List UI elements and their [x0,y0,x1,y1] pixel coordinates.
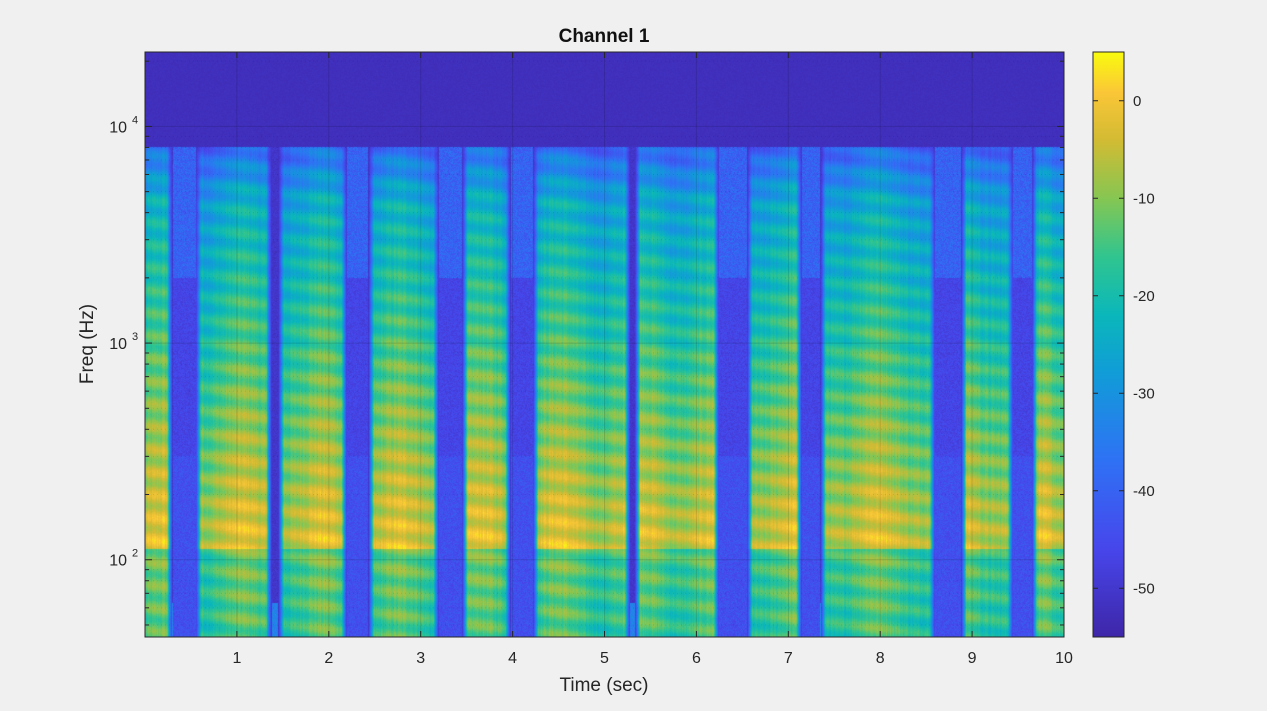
spectrogram-plot-area [144,51,1065,638]
y-tick-label: 10 [109,119,127,136]
y-tick-label: 10 [109,553,127,570]
x-axis-ticks: 1 2 3 4 5 6 7 8 9 10 [232,52,1073,667]
x-axis-label: Time (sec) [559,675,648,696]
colorbar-frame [1092,51,1125,638]
y-tick-exponent: 2 [132,548,138,560]
x-tick-label: 1 [232,650,241,667]
x-tick-label: 2 [324,650,333,667]
colorbar-tick-label: -40 [1133,483,1155,500]
x-tick-label: 3 [416,650,425,667]
x-tick-label: 7 [784,650,793,667]
y-tick-label: 10 [109,336,127,353]
x-tick-label: 5 [600,650,609,667]
x-tick-label: 10 [1055,650,1073,667]
colorbar-tick-label: 0 [1133,93,1141,110]
grid-lines [145,52,1065,637]
chart-title: Channel 1 [559,26,650,47]
colorbar-gradient [1093,52,1124,637]
x-tick-label: 9 [968,650,977,667]
y-tick-exponent: 3 [132,331,138,343]
x-tick-label: 6 [692,650,701,667]
x-tick-label: 8 [876,650,885,667]
colorbar: 0 -10 -20 -30 -40 -50 [1092,51,1155,638]
colorbar-ticks: 0 -10 -20 -30 -40 -50 [1093,93,1155,597]
y-axis-label: Freq (Hz) [77,304,98,384]
colorbar-tick-label: -30 [1133,385,1155,402]
colorbar-tick-label: -50 [1133,580,1155,597]
x-tick-label: 4 [508,650,517,667]
colorbar-tick-label: -20 [1133,288,1155,305]
colorbar-tick-label: -10 [1133,190,1155,207]
y-axis-ticks: 10 2 10 3 10 4 [109,60,1064,626]
spectrogram-heatmap [145,52,1064,637]
y-tick-exponent: 4 [132,114,138,126]
